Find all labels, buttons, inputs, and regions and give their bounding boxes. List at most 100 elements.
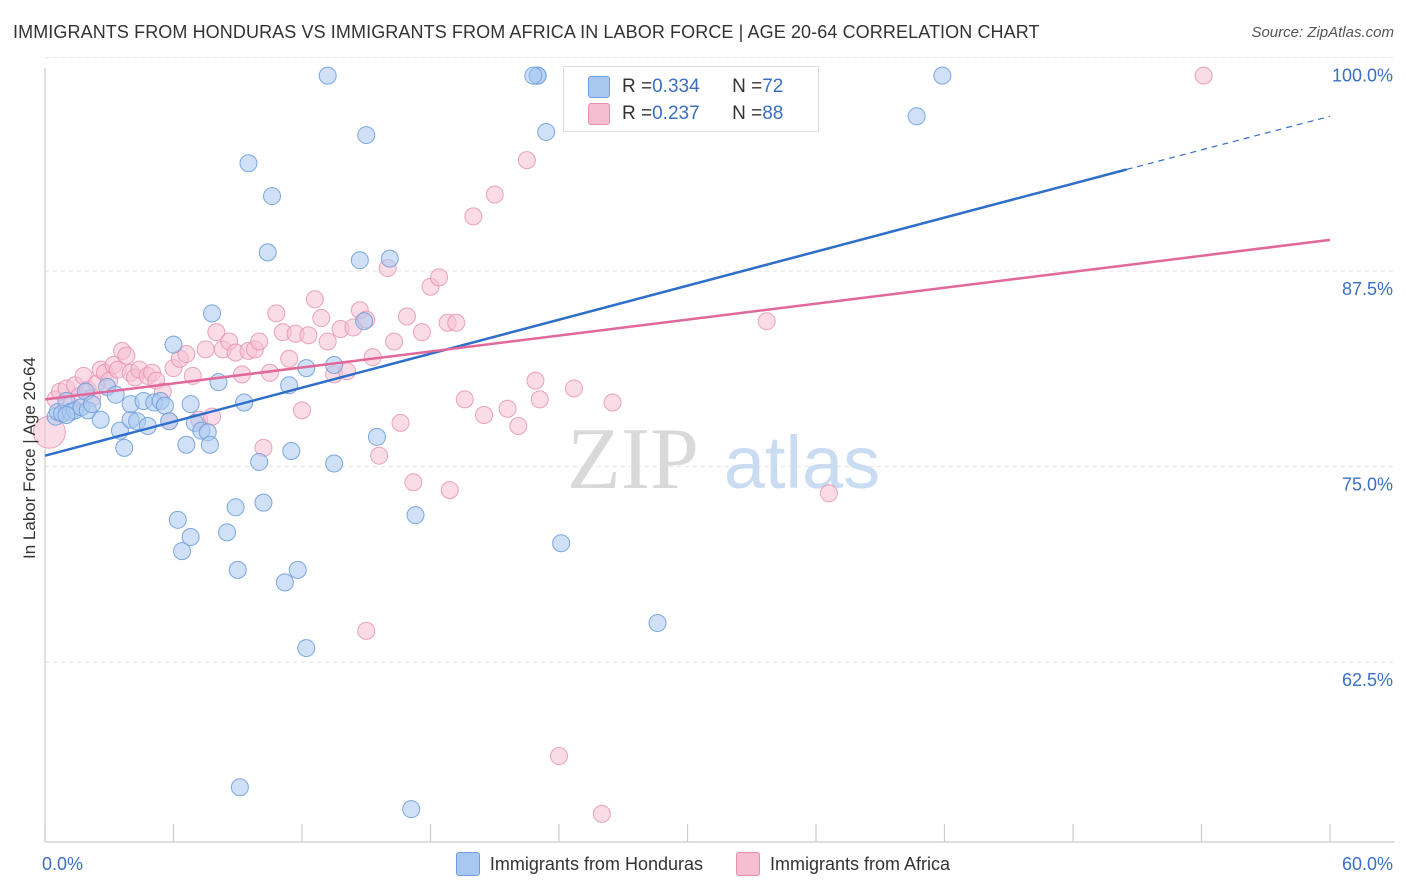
data-point-africa [412, 323, 431, 342]
africa-n-value: 88 [762, 103, 784, 124]
tick-labels: 62.5% 75.0% 87.5% 100.0% 0.0% 60.0% [42, 66, 1393, 874]
data-point-honduras [254, 493, 273, 512]
data-point-honduras [226, 498, 245, 517]
data-point-honduras [648, 614, 667, 633]
data-point-africa [207, 323, 226, 342]
data-point-africa [517, 151, 536, 170]
data-point-honduras [57, 406, 76, 425]
data-point-honduras [367, 427, 386, 446]
x-tick-label: 0.0% [42, 854, 83, 874]
legend-item-africa[interactable]: Immigrants from Africa [736, 852, 950, 876]
legend-swatch-africa [736, 852, 761, 876]
data-point-africa [250, 332, 269, 351]
honduras-r-label: R = [622, 76, 653, 97]
legend-label-africa: Immigrants from Africa [770, 853, 951, 874]
watermark-zip: ZIP [567, 411, 699, 508]
data-point-honduras [200, 435, 219, 454]
data-point-honduras [524, 66, 543, 85]
trend-line-africa [44, 238, 1331, 401]
y-axis-label: In Labor Force | Age 20-64 [20, 357, 39, 559]
data-point-honduras [250, 452, 269, 471]
data-point-honduras [380, 249, 399, 268]
data-point-africa [117, 346, 136, 365]
data-point-honduras [406, 506, 425, 525]
stats-row-honduras: R = 0.334 N = 72 [588, 74, 783, 100]
source-credit: Source: ZipAtlas.com [1251, 24, 1394, 41]
x-tick-label: 60.0% [1342, 854, 1393, 874]
africa-swatch [588, 103, 610, 125]
watermark: ZIP atlas [567, 411, 880, 508]
data-point-honduras [325, 454, 344, 473]
trend-line-honduras-extension [1126, 115, 1331, 171]
honduras-swatch [588, 76, 610, 98]
data-point-africa [385, 332, 404, 351]
grid-lines [45, 57, 1395, 663]
data-point-africa [603, 393, 622, 412]
data-point-africa [404, 473, 423, 492]
data-point-africa [1194, 66, 1213, 85]
data-point-africa [391, 413, 410, 432]
data-point-honduras [350, 251, 369, 270]
data-point-africa [530, 390, 549, 409]
data-point-africa [819, 484, 838, 503]
data-point-honduras [115, 438, 134, 457]
data-point-honduras [177, 435, 196, 454]
data-point-africa [464, 207, 483, 226]
data-point-africa [370, 446, 389, 465]
legend-swatch-honduras [455, 852, 480, 876]
legend-item-honduras[interactable]: Immigrants from Honduras [455, 852, 703, 876]
data-point-honduras [907, 107, 926, 126]
data-point-honduras [239, 154, 258, 173]
honduras-n-label: N = [732, 76, 763, 97]
data-point-africa [397, 307, 416, 326]
data-point-honduras [537, 122, 556, 141]
data-point-africa [526, 371, 545, 390]
data-point-africa [305, 290, 324, 309]
data-point-honduras [933, 66, 952, 85]
data-point-honduras [288, 560, 307, 579]
data-point-honduras [164, 335, 183, 354]
africa-r-label: R = [622, 103, 653, 124]
data-point-africa [509, 416, 528, 435]
data-point-honduras [297, 639, 316, 658]
data-point-africa [757, 312, 776, 331]
data-point-africa [293, 401, 311, 420]
series-honduras [46, 66, 952, 819]
data-point-africa [280, 349, 299, 368]
data-point-honduras [552, 534, 571, 553]
data-point-africa [485, 185, 504, 204]
data-point-africa [267, 304, 286, 323]
data-point-honduras [181, 395, 200, 414]
data-point-honduras [155, 396, 174, 415]
data-point-africa [592, 804, 611, 823]
data-point-honduras [181, 528, 200, 547]
data-point-africa [357, 621, 376, 640]
data-point-africa [430, 268, 449, 287]
legend-label-honduras: Immigrants from Honduras [489, 853, 703, 874]
africa-n-label: N = [732, 103, 763, 124]
data-point-africa [498, 399, 517, 418]
data-point-africa [564, 379, 583, 398]
data-point-africa [299, 326, 318, 345]
data-point-africa [550, 746, 568, 765]
data-point-africa [177, 345, 196, 364]
data-point-honduras [168, 510, 187, 529]
y-tick-label: 100.0% [1332, 66, 1393, 86]
honduras-n-value: 72 [762, 76, 784, 97]
axes [44, 68, 1395, 843]
data-point-africa [440, 481, 459, 500]
chart-title: IMMIGRANTS FROM HONDURAS VS IMMIGRANTS F… [13, 22, 1040, 42]
y-tick-label: 62.5% [1342, 670, 1393, 690]
data-point-honduras [218, 523, 237, 542]
data-point-honduras [357, 126, 376, 145]
data-point-honduras [282, 442, 301, 460]
data-point-honduras [91, 410, 110, 429]
data-point-honduras [173, 542, 192, 561]
data-point-honduras [263, 187, 282, 206]
data-point-honduras [355, 312, 374, 331]
data-point-africa [312, 309, 331, 328]
data-point-honduras [318, 66, 337, 85]
trend-lines [44, 115, 1331, 457]
data-point-honduras [203, 304, 222, 323]
